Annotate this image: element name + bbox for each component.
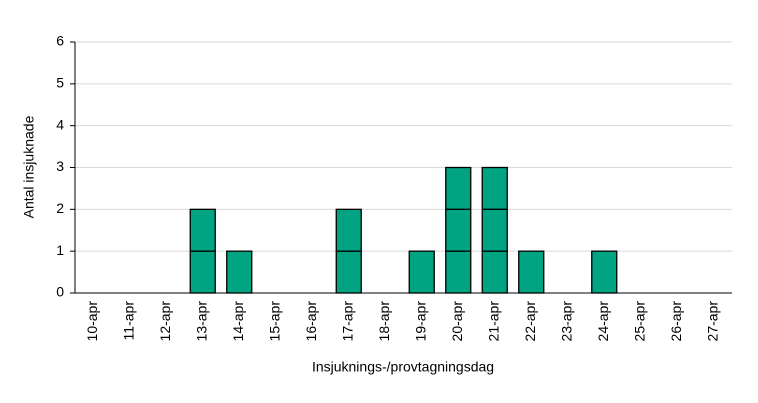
y-tick-label: 4 <box>56 116 64 132</box>
bar <box>408 250 435 294</box>
y-tick-label: 5 <box>56 75 64 91</box>
x-tick-label: 11-apr <box>120 301 136 341</box>
x-axis-title: Insjuknings-/provtagningsdag <box>312 359 494 375</box>
x-tick-label: 19-apr <box>412 301 428 342</box>
x-tick-label: 22-apr <box>522 301 538 342</box>
bar <box>445 166 472 294</box>
y-tick-label: 2 <box>56 200 64 216</box>
y-tick-label: 1 <box>56 242 64 258</box>
bar <box>518 250 545 294</box>
x-tick-label: 24-apr <box>595 301 611 342</box>
x-tick-label: 16-apr <box>303 301 319 342</box>
x-tick-label: 25-apr <box>631 301 647 342</box>
x-tick-label: 18-apr <box>376 301 392 342</box>
x-tick-label: 17-apr <box>339 301 355 342</box>
x-tick-label: 26-apr <box>668 301 684 342</box>
y-tick-label: 6 <box>56 33 64 49</box>
y-tick-label: 3 <box>56 158 64 174</box>
x-tick-label: 14-apr <box>230 301 246 342</box>
y-tick-label: 0 <box>56 284 64 300</box>
x-tick-label: 10-apr <box>84 301 100 342</box>
x-tick-label: 13-apr <box>193 301 209 342</box>
x-tick-label: 15-apr <box>266 301 282 342</box>
x-tick-label: 20-apr <box>449 301 465 342</box>
x-tick-label: 12-apr <box>157 301 173 342</box>
x-tick-label: 23-apr <box>558 301 574 342</box>
x-tick-label: 21-apr <box>485 301 501 342</box>
bar <box>481 166 508 294</box>
y-axis-title: Antal insjuknade <box>21 115 37 218</box>
bar <box>226 250 253 294</box>
x-tick-label: 27-apr <box>704 301 720 342</box>
bar <box>591 250 618 294</box>
